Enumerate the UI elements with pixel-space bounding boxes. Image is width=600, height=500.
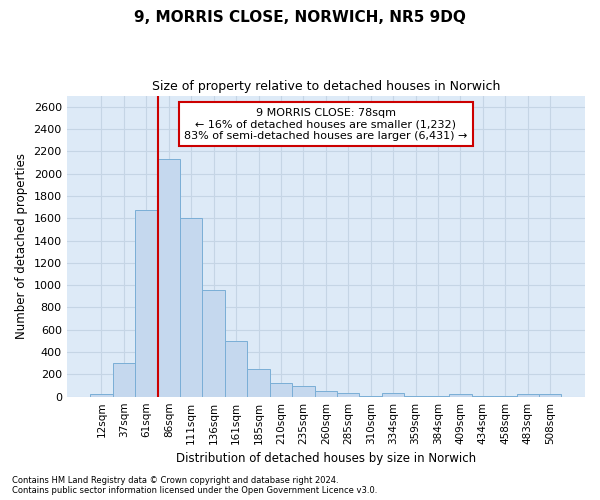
Bar — [225, 341, 247, 396]
Bar — [292, 386, 314, 396]
Title: Size of property relative to detached houses in Norwich: Size of property relative to detached ho… — [152, 80, 500, 93]
Bar — [158, 159, 180, 396]
Bar — [337, 394, 359, 396]
Bar — [270, 384, 292, 396]
Bar — [314, 391, 337, 396]
X-axis label: Distribution of detached houses by size in Norwich: Distribution of detached houses by size … — [176, 452, 476, 465]
Bar — [517, 394, 539, 396]
Bar — [247, 369, 270, 396]
Text: Contains HM Land Registry data © Crown copyright and database right 2024.
Contai: Contains HM Land Registry data © Crown c… — [12, 476, 377, 495]
Bar — [382, 394, 404, 396]
Y-axis label: Number of detached properties: Number of detached properties — [15, 153, 28, 339]
Text: 9, MORRIS CLOSE, NORWICH, NR5 9DQ: 9, MORRIS CLOSE, NORWICH, NR5 9DQ — [134, 10, 466, 25]
Bar — [90, 394, 113, 396]
Text: 9 MORRIS CLOSE: 78sqm
← 16% of detached houses are smaller (1,232)
83% of semi-d: 9 MORRIS CLOSE: 78sqm ← 16% of detached … — [184, 108, 467, 141]
Bar — [202, 290, 225, 397]
Bar — [539, 394, 562, 396]
Bar — [449, 394, 472, 396]
Bar — [180, 218, 202, 396]
Bar — [135, 210, 158, 396]
Bar — [113, 363, 135, 396]
